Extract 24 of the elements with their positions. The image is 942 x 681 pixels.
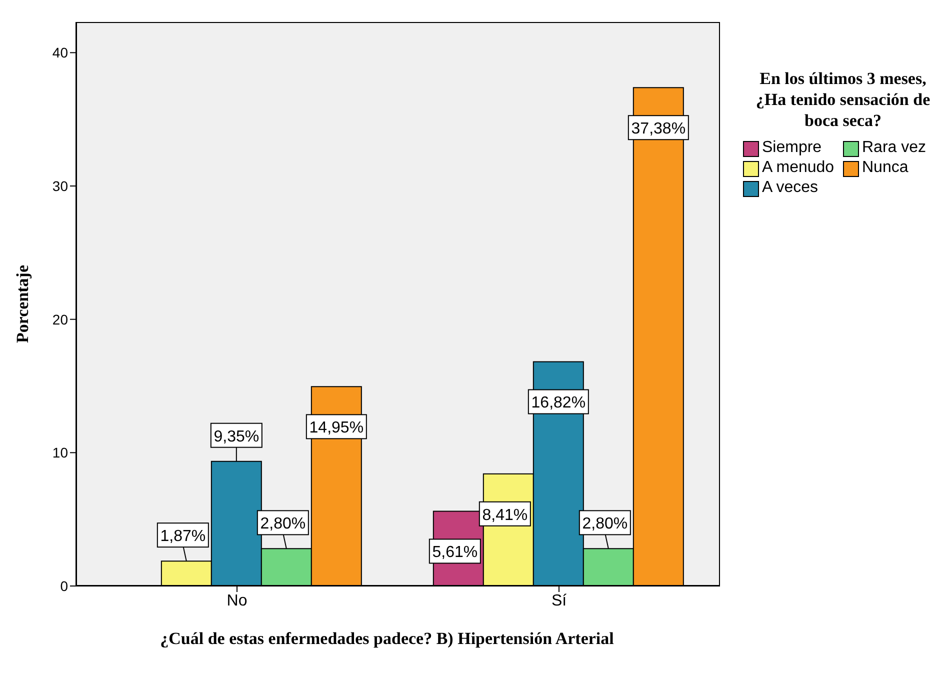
legend-title: En los últimos 3 meses, ¿Ha tenido sensación de boca seca? [754, 68, 932, 131]
data-label: 8,41% [482, 506, 528, 524]
data-label: 9,35% [214, 428, 260, 446]
y-tick-label: 10 [52, 444, 68, 461]
y-tick-label: 30 [52, 178, 68, 194]
legend-label: A menudo [762, 159, 834, 177]
data-label: 16,82% [531, 394, 586, 412]
y-tick-label: 40 [52, 44, 68, 61]
legend-label: Rara vez [862, 139, 926, 157]
y-axis-title: Porcentaje [13, 264, 33, 344]
data-label: 5,61% [432, 544, 478, 562]
y-tick-label: 20 [52, 311, 68, 328]
data-label: 2,80% [582, 516, 628, 533]
data-label: 37,38% [631, 120, 686, 138]
x-axis-title: ¿Cuál de estas enfermedades padece? B) Hipertensión Arterial [159, 628, 615, 649]
legend-label: A veces [762, 179, 818, 197]
legend-label: Siempre [762, 139, 822, 157]
y-tick-label: 0 [60, 578, 68, 594]
x-tick-label: No [226, 592, 248, 610]
x-tick-label: Sí [551, 592, 568, 610]
data-label: 1,87% [160, 528, 206, 546]
data-label: 2,80% [260, 516, 306, 533]
legend-label: Nunca [862, 159, 908, 177]
data-label: 14,95% [309, 420, 364, 437]
